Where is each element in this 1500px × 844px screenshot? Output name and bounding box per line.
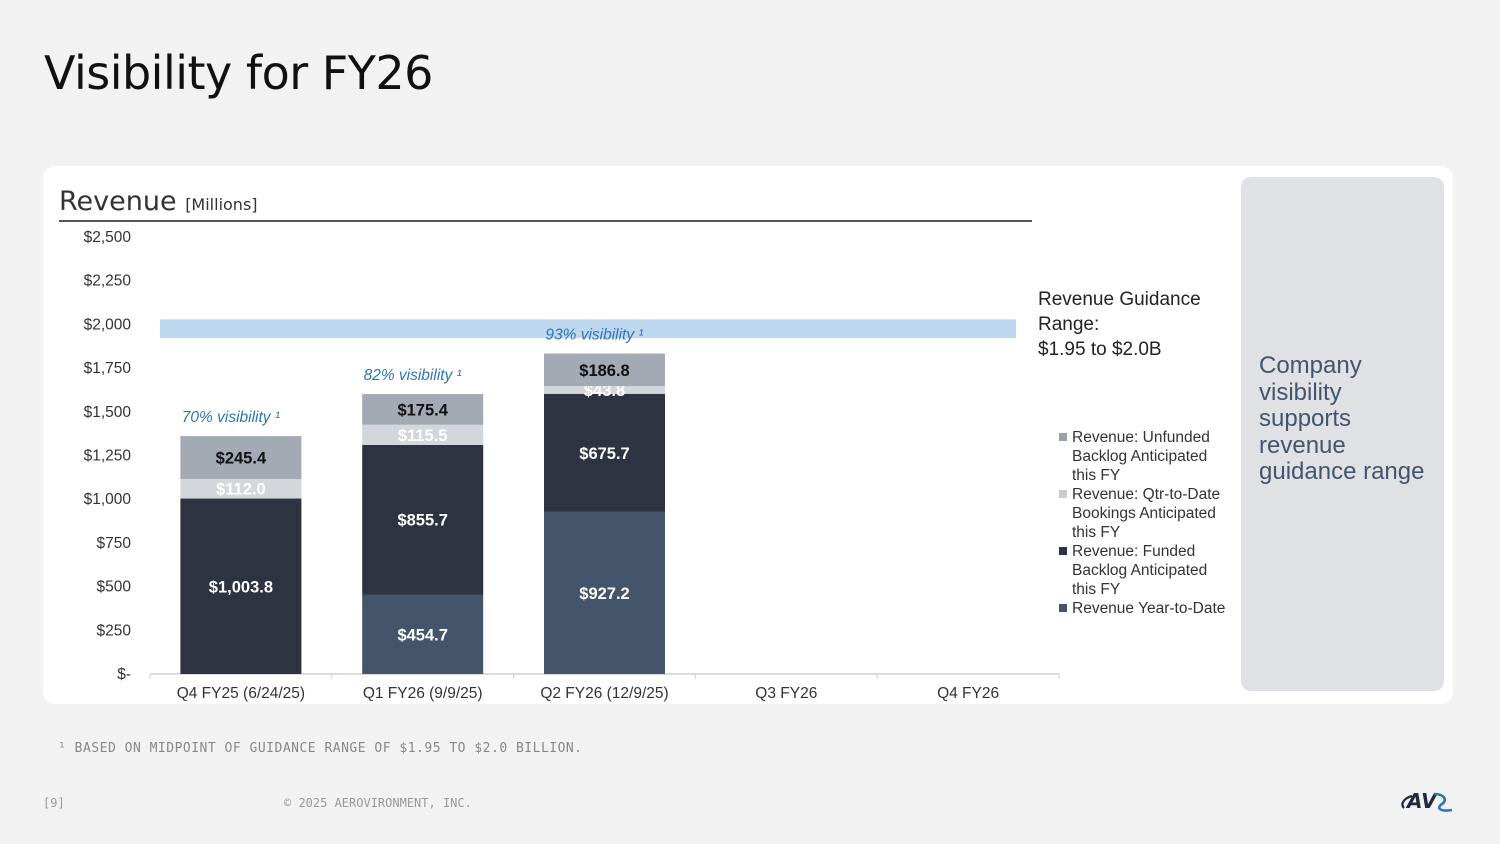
title-divider <box>59 220 1032 222</box>
data-label: $175.4 <box>397 401 448 419</box>
y-tick-label: $1,500 <box>84 404 132 421</box>
y-tick-label: $2,000 <box>84 316 132 333</box>
legend-swatch <box>1059 547 1067 555</box>
guidance-line-2: Range: <box>1038 314 1100 335</box>
y-tick-label: $500 <box>97 579 132 596</box>
visibility-label: 93% visibility ¹ <box>545 327 643 344</box>
legend-item: Revenue: Unfunded Backlog Anticipated th… <box>1058 428 1228 485</box>
footnote: ¹ BASED ON MIDPOINT OF GUIDANCE RANGE OF… <box>58 741 583 756</box>
legend-label: Revenue: Funded Backlog Anticipated this… <box>1072 543 1208 598</box>
bar-segment <box>180 436 302 479</box>
bar-segment <box>362 394 484 425</box>
x-tick-label: Q1 FY26 (9/9/25) <box>363 685 483 702</box>
bar-segment <box>362 424 484 445</box>
logo-text: AV <box>1405 789 1438 813</box>
data-label: $43.8 <box>584 382 625 400</box>
chart-title-unit: [Millions] <box>185 195 258 214</box>
data-label: $115.5 <box>398 427 448 445</box>
chart-legend: Revenue: Unfunded Backlog Anticipated th… <box>1058 428 1228 618</box>
x-tick-label: Q2 FY26 (12/9/25) <box>540 685 668 702</box>
guidance-line-1: Revenue Guidance <box>1038 289 1201 310</box>
data-label: $112.0 <box>216 481 266 499</box>
legend-label: Revenue: Unfunded Backlog Anticipated th… <box>1072 429 1210 484</box>
data-label: $855.7 <box>397 512 447 530</box>
bar-segment <box>362 444 484 595</box>
guidance-note: Revenue Guidance Range: $1.95 to $2.0B <box>1038 287 1238 362</box>
legend-item: Revenue: Qtr-to-Date Bookings Anticipate… <box>1058 485 1228 542</box>
bar-segment <box>544 393 665 512</box>
y-tick-label: $250 <box>97 622 132 639</box>
x-tick-label: Q4 FY25 (6/24/25) <box>177 685 305 702</box>
guidance-range-band <box>160 319 1016 339</box>
legend-swatch <box>1059 433 1067 441</box>
logo-swoosh <box>1401 794 1413 809</box>
y-tick-label: $2,250 <box>84 273 132 290</box>
side-panel: Company visibility supports revenue guid… <box>1241 177 1444 691</box>
legend-swatch <box>1059 490 1067 498</box>
data-label: $245.4 <box>216 450 267 468</box>
bar-segment <box>362 594 484 674</box>
legend-item: Revenue: Funded Backlog Anticipated this… <box>1058 542 1228 599</box>
data-label: $675.7 <box>579 445 629 463</box>
data-label: $186.8 <box>579 362 629 380</box>
side-panel-text: Company visibility supports revenue guid… <box>1259 352 1425 485</box>
x-tick-label: Q4 FY26 <box>937 685 999 702</box>
visibility-label: 82% visibility ¹ <box>364 367 462 384</box>
page-number: [9] <box>43 796 65 810</box>
x-tick-label: Q3 FY26 <box>755 685 817 702</box>
visibility-label: 70% visibility ¹ <box>182 409 280 426</box>
bar-segment <box>180 478 302 499</box>
y-tick-label: $- <box>117 666 131 683</box>
legend-label: Revenue Year-to-Date <box>1072 600 1226 617</box>
chart-title: Revenue [Millions] <box>59 186 258 217</box>
y-tick-label: $1,000 <box>84 491 132 508</box>
bar-segment <box>544 386 665 394</box>
data-label: $454.7 <box>397 626 447 644</box>
legend-item: Revenue Year-to-Date <box>1058 599 1228 618</box>
company-logo: AV <box>1401 789 1453 813</box>
data-label: $927.2 <box>579 585 629 603</box>
y-tick-label: $750 <box>97 535 132 552</box>
legend-swatch <box>1059 604 1067 612</box>
y-tick-label: $2,500 <box>84 229 132 246</box>
y-tick-label: $1,750 <box>84 360 132 377</box>
chart-title-text: Revenue <box>59 186 177 217</box>
bar-segment <box>544 511 665 674</box>
y-tick-label: $1,250 <box>84 448 132 465</box>
legend-label: Revenue: Qtr-to-Date Bookings Anticipate… <box>1072 486 1221 541</box>
data-label: $1,003.8 <box>209 578 273 596</box>
page-title: Visibility for FY26 <box>44 46 433 100</box>
logo-mark <box>1433 792 1453 812</box>
bar-segment <box>180 498 302 674</box>
copyright: © 2025 AEROVIRONMENT, INC. <box>284 796 472 810</box>
bar-segment <box>544 353 665 387</box>
guidance-line-3: $1.95 to $2.0B <box>1038 339 1162 360</box>
